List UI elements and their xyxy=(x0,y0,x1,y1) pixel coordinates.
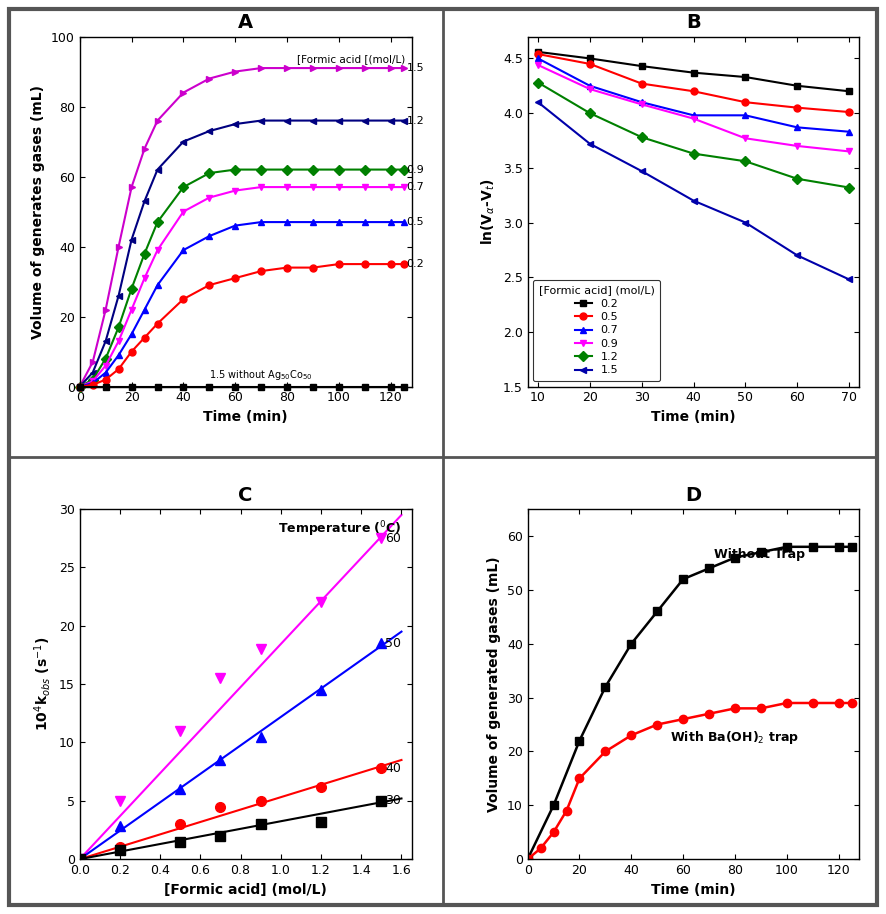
Text: 1.5 without Ag$_{50}$Co$_{50}$: 1.5 without Ag$_{50}$Co$_{50}$ xyxy=(209,367,313,382)
Text: 0.7: 0.7 xyxy=(407,182,424,192)
Text: 0.5: 0.5 xyxy=(407,218,424,227)
X-axis label: Time (min): Time (min) xyxy=(203,410,288,424)
Text: 0.9: 0.9 xyxy=(407,165,424,175)
Text: 50: 50 xyxy=(385,637,401,650)
X-axis label: [Formic acid] (mol/L): [Formic acid] (mol/L) xyxy=(164,883,327,897)
Title: B: B xyxy=(686,13,701,32)
Text: 60: 60 xyxy=(385,532,401,545)
Y-axis label: 10$^{4}$k$_{obs}$ (s$^{-1}$): 10$^{4}$k$_{obs}$ (s$^{-1}$) xyxy=(33,637,53,731)
Text: Temperature ($^0$C): Temperature ($^0$C) xyxy=(278,520,401,539)
Legend: 0.2, 0.5, 0.7, 0.9, 1.2, 1.5: 0.2, 0.5, 0.7, 0.9, 1.2, 1.5 xyxy=(533,280,660,381)
X-axis label: Time (min): Time (min) xyxy=(651,410,736,424)
X-axis label: Time (min): Time (min) xyxy=(651,883,736,897)
Title: A: A xyxy=(238,13,253,32)
Title: D: D xyxy=(686,485,702,505)
Text: 0.2: 0.2 xyxy=(407,259,424,269)
Text: 1.2: 1.2 xyxy=(407,115,424,125)
Text: Without Trap: Without Trap xyxy=(714,547,805,560)
Y-axis label: Volume of generated gases (mL): Volume of generated gases (mL) xyxy=(487,557,501,812)
Text: 1.5: 1.5 xyxy=(407,63,424,73)
Text: [Formic acid [(mol/L): [Formic acid [(mol/L) xyxy=(297,54,405,64)
Y-axis label: Volume of generates gases (mL): Volume of generates gases (mL) xyxy=(31,85,45,338)
Title: C: C xyxy=(238,485,253,505)
Text: 40: 40 xyxy=(385,761,401,775)
Text: 30: 30 xyxy=(385,794,401,807)
Y-axis label: ln(V$_{\alpha}$-V$_{t}$): ln(V$_{\alpha}$-V$_{t}$) xyxy=(480,178,497,245)
Text: With Ba(OH)$_2$ trap: With Ba(OH)$_2$ trap xyxy=(670,728,799,746)
